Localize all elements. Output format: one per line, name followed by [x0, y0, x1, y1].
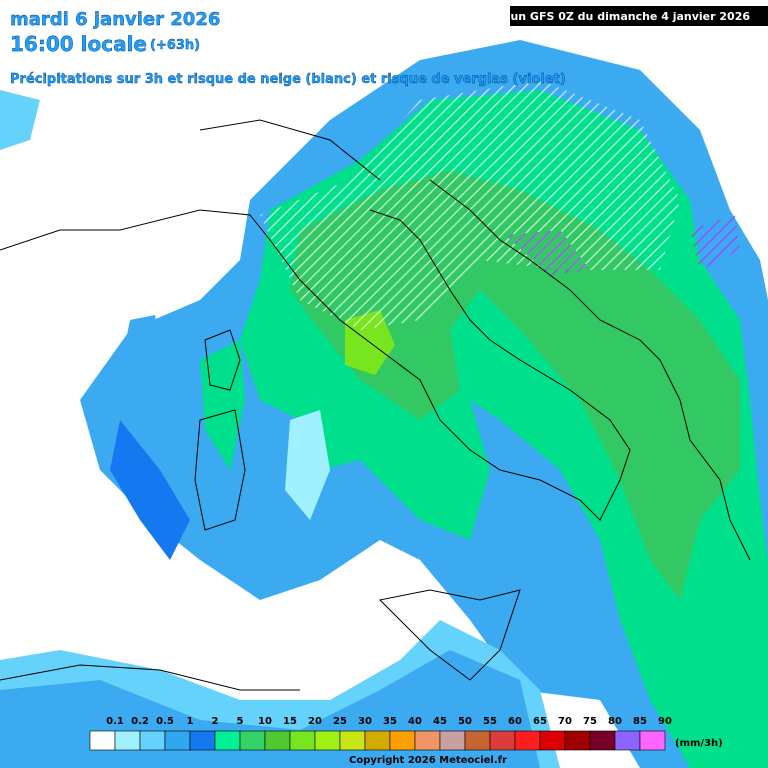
run-box: [510, 6, 768, 26]
legend-label: 0.5: [156, 716, 174, 727]
legend-label: 90: [658, 716, 672, 727]
legend-label: 30: [358, 716, 372, 727]
legend-swatch: [89, 730, 116, 751]
legend-label: 0.2: [131, 716, 149, 727]
legend-label: 2: [212, 716, 219, 727]
legend-swatch: [339, 730, 366, 751]
legend-swatch: [189, 730, 216, 751]
legend-swatch: [264, 730, 291, 751]
legend-swatch: [539, 730, 566, 751]
legend-swatch: [464, 730, 491, 751]
legend-label: 85: [633, 716, 647, 727]
legend-swatch: [489, 730, 516, 751]
precip-field: [0, 40, 768, 768]
legend-swatch: [389, 730, 416, 751]
subtitle: Précipitations sur 3h et risque de neige…: [10, 72, 566, 87]
legend-swatch: [614, 730, 641, 751]
legend-swatch: [514, 730, 541, 751]
legend-label: 1: [187, 716, 194, 727]
coastlines: [0, 119, 751, 691]
legend-label: 75: [583, 716, 597, 727]
legend-label: 80: [608, 716, 622, 727]
legend-label: 70: [558, 716, 572, 727]
run-label: Run GFS 0Z du dimanche 4 janvier 2026: [502, 10, 750, 23]
legend-label: 45: [433, 716, 447, 727]
legend-label: 25: [333, 716, 347, 727]
legend-swatch: [314, 730, 341, 751]
legend-label: 5: [237, 716, 244, 727]
legend-swatch: [214, 730, 241, 751]
legend-swatch: [139, 730, 166, 751]
time: 16:00 locale: [10, 32, 147, 56]
legend-swatch: [639, 730, 666, 751]
legend-label: 0.1: [106, 716, 124, 727]
legend-label: 60: [508, 716, 522, 727]
legend-label: 50: [458, 716, 472, 727]
legend-label: 10: [258, 716, 272, 727]
legend-swatch: [589, 730, 616, 751]
copyright: Copyright 2026 Meteociel.fr: [349, 755, 507, 766]
legend: 0.1 0.2 0.5 1 2 5 10 15 20 25 30 35 40 45 50 55 60 65 70 75…: [89, 716, 672, 751]
legend-swatch: [364, 730, 391, 751]
legend-unit: (mm/3h): [675, 738, 723, 749]
lead-time: (+63h): [150, 38, 200, 53]
legend-swatch: [564, 730, 591, 751]
legend-label: 20: [308, 716, 322, 727]
legend-label: 55: [483, 716, 497, 727]
legend-label: 15: [283, 716, 297, 727]
legend-swatch: [114, 730, 141, 751]
legend-swatch: [289, 730, 316, 751]
date: mardi 6 janvier 2026: [10, 9, 220, 30]
legend-swatch: [164, 730, 191, 751]
legend-swatch: [239, 730, 266, 751]
legend-swatch: [439, 730, 466, 751]
legend-label: 40: [408, 716, 422, 727]
legend-swatch: [414, 730, 441, 751]
legend-label: 65: [533, 716, 547, 727]
legend-label: 35: [383, 716, 397, 727]
